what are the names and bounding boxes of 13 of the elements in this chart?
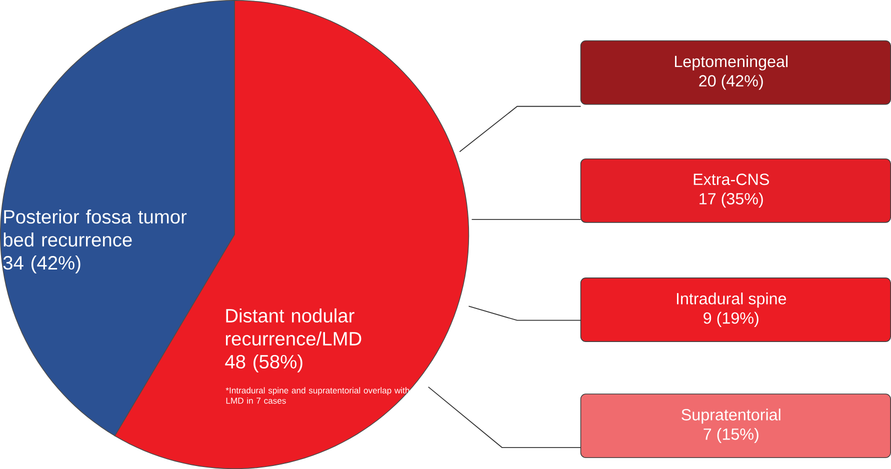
category-label: Supratentorial	[682, 408, 780, 424]
text: *Intradural spine and supratentorial overlap with LMD in 7 cases	[226, 387, 410, 404]
data-label: 7 (15%)	[704, 428, 758, 443]
category-label: Intradural spine	[676, 292, 786, 308]
data-label: 34 (42%)	[3, 256, 80, 274]
data-label: 48 (58%)	[225, 354, 302, 372]
data-label: 20 (42%)	[699, 74, 763, 90]
category-label: Extra-CNS	[694, 174, 769, 186]
category-label: Leptomeningeal	[675, 55, 788, 70]
data-label: 9 (19%)	[704, 312, 758, 327]
slice-label: Distant nodular recurrence/LMD	[226, 308, 362, 346]
slice-label: Posterior fossa tumor bed recurrence	[4, 209, 187, 247]
data-label: 17 (35%)	[700, 192, 763, 208]
